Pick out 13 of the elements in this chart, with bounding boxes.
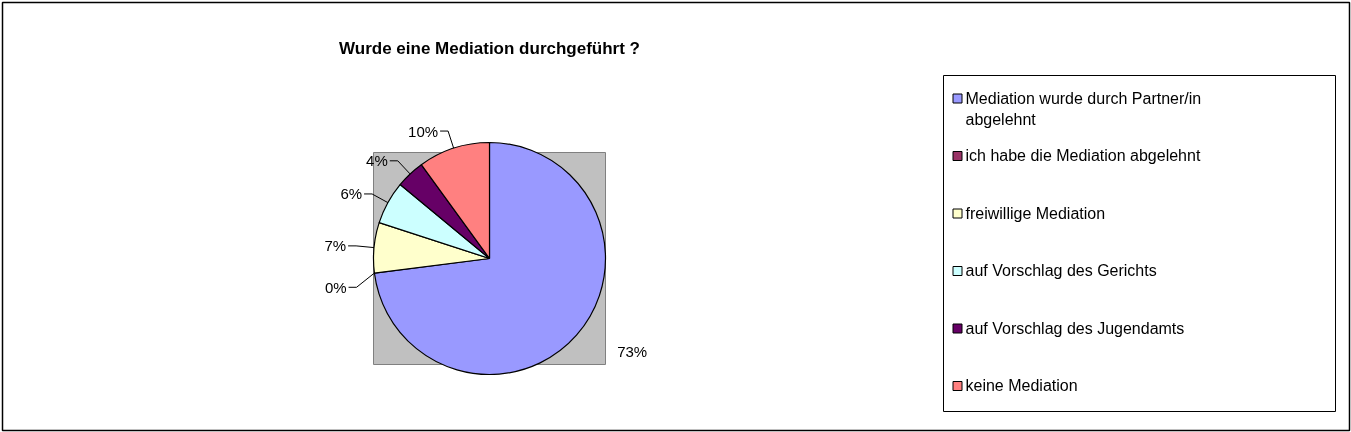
data-label: 4%: [366, 152, 388, 170]
legend-label: Mediation wurde durch Partner/in abgelehnt: [965, 89, 1202, 128]
legend-label: auf Vorschlag des Gerichts: [965, 262, 1157, 279]
chart-title: Wurde eine Mediation durchgeführt ?: [339, 39, 640, 58]
data-label: 6%: [340, 185, 363, 203]
legend-label: freiwillige Mediation: [965, 204, 1106, 222]
text: 0%: [324, 278, 347, 296]
data-label: 7%: [324, 237, 347, 255]
data-label: 10%: [408, 122, 439, 140]
legend-label: ich habe die Mediation abgelehnt: [965, 147, 1201, 164]
legend-label: auf Vorschlag des Jugendamts: [965, 319, 1185, 337]
legend-label: keine Mediation: [965, 377, 1078, 394]
data-label: 73%: [617, 342, 648, 360]
